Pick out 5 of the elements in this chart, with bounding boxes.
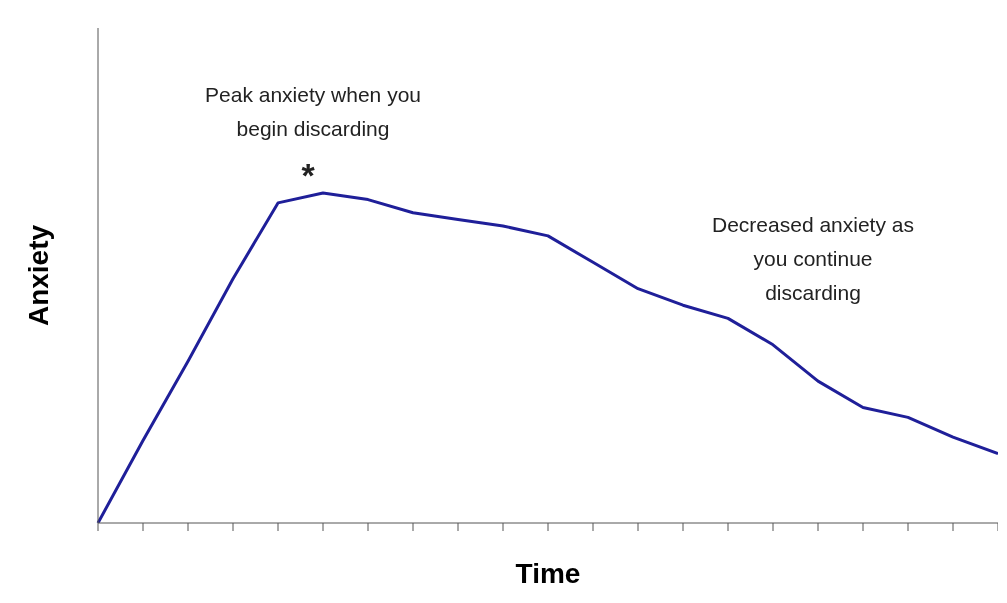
annotation: Decreased anxiety as you continue discarding	[711, 212, 915, 306]
text: Peak anxiety when you begin discarding	[204, 82, 422, 142]
x-axis-title: Time	[515, 558, 581, 589]
annotation: *	[300, 156, 316, 194]
y-axis-title: Anxiety	[22, 224, 54, 327]
